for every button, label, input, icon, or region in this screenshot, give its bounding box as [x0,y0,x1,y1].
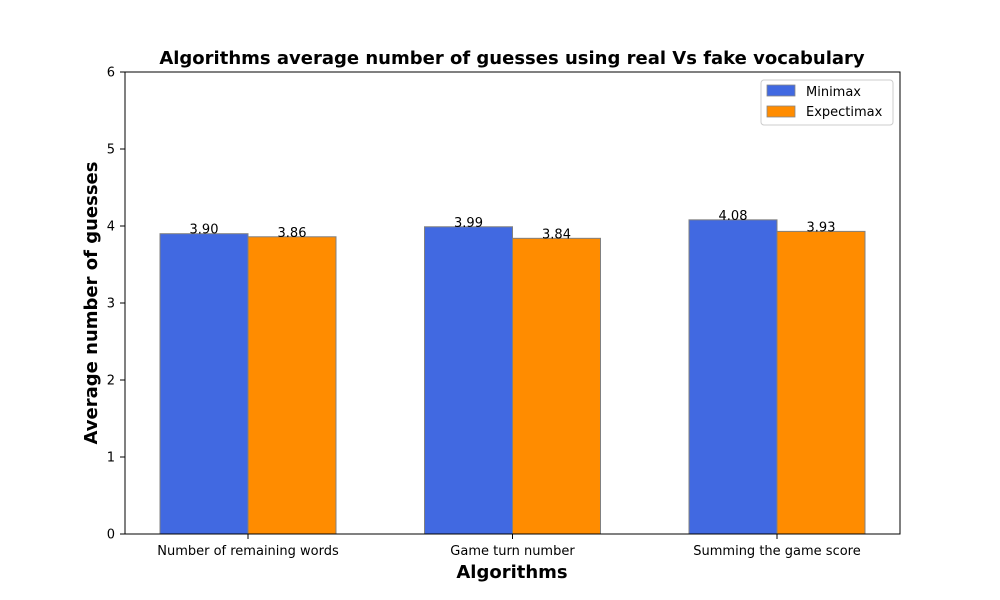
data-label-expectimax-game-turn-number: 3.84 [542,227,571,242]
y-tick-label-0: 0 [107,528,115,543]
x-axis-ticks: Number of remaining words Game turn numbe… [157,534,861,559]
x-tick-label-number-of-remaining-words: Number of remaining words [157,544,339,559]
bar-minimax-number-of-remaining-words [159,233,249,535]
y-tick-label-4: 4 [107,220,115,235]
data-label-minimax-summing-the-game-score: 4.08 [719,209,748,224]
bar-expectimax-number-of-remaining-words [247,236,337,535]
bar-expectimax-summing-the-game-score [776,230,866,535]
data-label-expectimax-summing-the-game-score: 3.93 [807,220,836,235]
chart-title: Algorithms average number of guesses usi… [159,48,865,69]
data-label-expectimax-number-of-remaining-words: 3.86 [278,226,307,241]
bar-expectimax-game-turn-number [512,237,601,535]
bar-minimax-summing-the-game-score [688,219,778,535]
data-label-minimax-number-of-remaining-words: 3.90 [190,223,219,238]
y-tick-label-2: 2 [107,374,115,389]
legend-label-minimax: Minimax [806,85,861,100]
y-tick-label-3: 3 [107,297,115,312]
x-tick-label-game-turn-number: Game turn number [450,544,575,559]
legend-label-expectimax: Expectimax [806,105,883,120]
y-tick-label-6: 6 [107,66,115,81]
y-axis-ticks: 0 1 2 3 4 5 6 [107,66,125,543]
legend-swatch-expectimax [766,105,796,118]
x-tick-label-summing-the-game-score: Summing the game score [693,544,860,559]
x-axis-label: Algorithms [456,562,567,583]
bars-layer [159,219,866,535]
y-axis-label: Average number of guesses [81,162,102,445]
y-tick-label-1: 1 [107,451,115,466]
data-labels-layer: 3.90 3.86 3.99 3.84 4.08 3.93 [190,209,836,242]
bar-minimax-game-turn-number [424,226,513,535]
legend: Minimax Expectimax [760,79,894,126]
legend-swatch-minimax [766,84,796,97]
y-tick-label-5: 5 [107,143,115,158]
data-label-minimax-game-turn-number: 3.99 [454,216,483,231]
